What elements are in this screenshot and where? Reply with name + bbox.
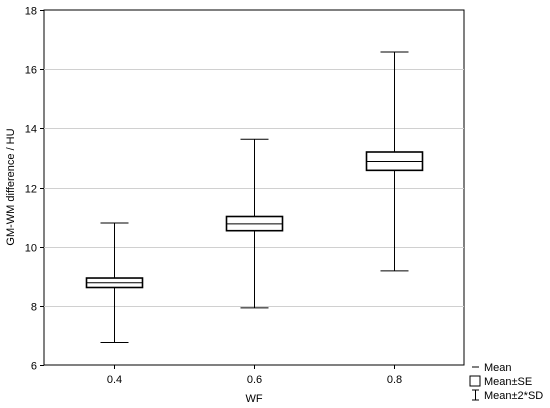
y-axis-label: GM-WM difference / HU <box>5 128 17 245</box>
x-tick-label: 0.6 <box>247 374 262 386</box>
y-tick-label: 8 <box>31 302 37 314</box>
y-tick-label: 10 <box>25 243 37 255</box>
legend-se-box-icon <box>469 375 481 387</box>
y-tick-label: 18 <box>25 6 37 18</box>
y-axis-ticks: 6 8 10 12 14 16 18 <box>25 6 44 373</box>
x-axis-ticks: 0.4 0.6 0.8 <box>107 365 402 386</box>
x-tick-label: 0.4 <box>107 374 122 386</box>
y-tick-label: 14 <box>25 124 37 136</box>
box-group <box>225 138 284 309</box>
legend-se-label: Mean±SE <box>484 376 532 388</box>
legend-sd-label: Mean±2*SD <box>484 390 543 402</box>
y-tick-label: 12 <box>25 184 37 196</box>
x-axis-label: WF <box>245 393 262 405</box>
boxes <box>85 51 424 344</box>
legend: Mean Mean±SE Mean±2*SD <box>469 362 543 402</box>
y-tick-label: 6 <box>31 361 37 373</box>
box-group <box>365 51 424 272</box>
legend-mean-label: Mean <box>484 362 512 374</box>
y-tick-label: 16 <box>25 65 37 77</box>
x-tick-label: 0.8 <box>387 374 402 386</box>
box-group <box>85 222 144 344</box>
